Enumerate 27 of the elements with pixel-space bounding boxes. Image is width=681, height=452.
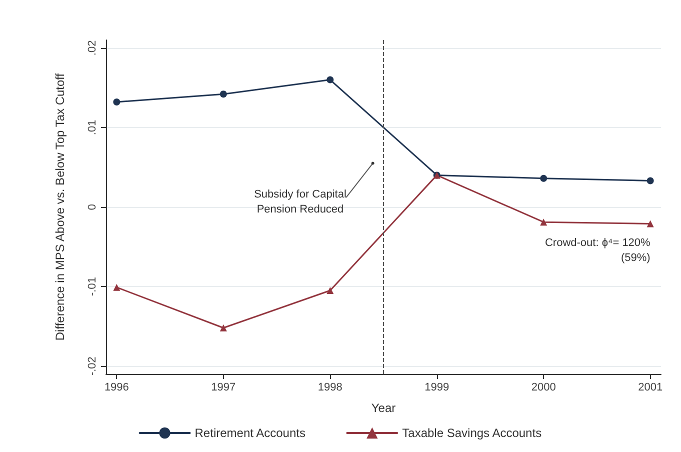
x-tick-label: 2001	[638, 382, 663, 394]
legend-label: Retirement Accounts	[194, 426, 306, 440]
y-axis-title: Difference in MPS Above vs. Below Top Tax Cutoff	[53, 72, 67, 341]
x-tick-label: 2000	[531, 382, 556, 394]
y-tick-label: -.02	[86, 356, 98, 376]
y-tick-label: .02	[86, 40, 98, 56]
y-tick-label: -.01	[86, 277, 98, 296]
x-tick-label: 1999	[424, 382, 450, 394]
point	[646, 220, 654, 228]
x-axis-title: Year	[371, 401, 396, 415]
point	[220, 324, 227, 332]
point	[113, 98, 120, 106]
point	[646, 177, 654, 184]
annotation: Crowd-out: ϕ⁴= 120% (59%)	[544, 237, 651, 264]
point	[326, 287, 334, 294]
point	[113, 284, 120, 291]
point	[540, 218, 548, 226]
point	[326, 76, 334, 84]
y-tick-label: 0	[86, 204, 98, 210]
x-tick-label: 1996	[104, 382, 129, 394]
y-tick-label: .01	[86, 120, 98, 136]
point	[220, 90, 227, 98]
point	[540, 174, 548, 182]
x-tick-label: 1997	[211, 382, 236, 394]
legend-label: Taxable Savings Accounts	[402, 426, 542, 440]
x-tick-label: 1998	[318, 382, 342, 394]
annotation: Subsidy for Capital Pension Reduced	[254, 188, 346, 216]
